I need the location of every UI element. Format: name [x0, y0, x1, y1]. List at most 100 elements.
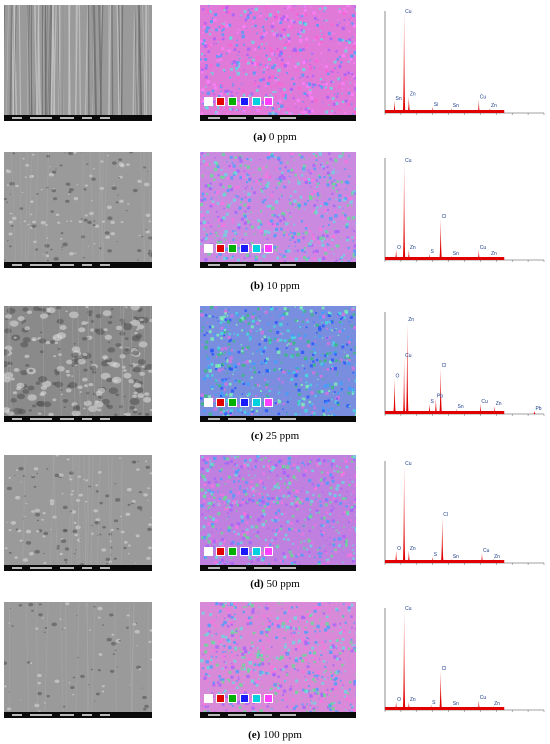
peak-label: Zn: [408, 317, 414, 323]
caption-letter: (d): [250, 578, 264, 590]
info-bar-segment: [254, 418, 272, 420]
legend-swatch: [228, 97, 237, 106]
peak-label: O: [397, 546, 401, 552]
spectrum-axes: [384, 608, 544, 711]
peak-label: Cu: [481, 399, 488, 405]
peak-label: Zn: [496, 401, 502, 407]
spectrum-peak: [394, 249, 398, 260]
info-bar-segment: [60, 418, 74, 420]
peak-label: O: [396, 373, 400, 379]
spectrum-plot: Cu Cl O Zn S Sn Cu Zn: [384, 461, 545, 565]
caption-letter: (e): [248, 729, 261, 741]
peak-label: Cu: [480, 95, 487, 101]
legend-swatch: [228, 694, 237, 703]
info-bar-segment: [12, 264, 22, 266]
info-bar-segment: [208, 418, 220, 420]
info-bar-segment: [60, 714, 74, 716]
eds-map-texture: [200, 5, 356, 121]
peak-label: O: [397, 245, 401, 251]
legend-swatch: [252, 694, 261, 703]
sem-image: [4, 306, 152, 422]
peak-label: Sn: [458, 404, 464, 410]
spectrum-peak: [402, 357, 406, 414]
sem-texture: [4, 602, 152, 718]
sem-info-bar: [4, 262, 152, 268]
info-bar-segment: [30, 714, 52, 716]
spectrum-peak: [407, 550, 411, 563]
info-bar-segment: [82, 264, 92, 266]
legend-swatch: [264, 97, 273, 106]
spectrum-peak: [392, 378, 397, 414]
spectrum-peak: [488, 255, 492, 260]
eds-map-image: [200, 5, 356, 121]
spectrum-background: [385, 257, 505, 260]
spectrum-peak: [454, 408, 459, 414]
peak-label: Sn: [453, 701, 459, 707]
peak-label: Zn: [491, 251, 497, 257]
element-color-legend: [204, 694, 273, 703]
legend-swatch: [216, 244, 225, 253]
spectrum-peak: [402, 13, 406, 113]
spectrum-peak: [439, 219, 443, 260]
peak-label: O: [397, 697, 401, 703]
spectrum-peak: [477, 249, 481, 260]
peak-label: Pb: [535, 406, 541, 412]
info-bar-segment: [254, 117, 272, 119]
caption-letter: (a): [253, 131, 267, 143]
spectrum-peak: [407, 701, 411, 710]
spectrum-background: [385, 560, 505, 563]
spectrum-peak: [480, 552, 484, 563]
spectrum-peak: [431, 556, 435, 563]
legend-swatch: [252, 97, 261, 106]
peak-label: Zn: [494, 701, 500, 707]
eds-spectrum: Cu Sn Zn Si Sn Cu Zn: [379, 5, 548, 121]
spectrum-axes: [384, 158, 544, 261]
map-info-bar: [200, 115, 356, 121]
panel-caption: (a) 0 ppm: [0, 131, 550, 143]
peak-label: Sn: [453, 251, 459, 257]
info-bar-segment: [228, 418, 246, 420]
caption-text: 0 ppm: [266, 131, 297, 143]
spectrum-peak: [407, 249, 411, 260]
legend-swatch: [216, 398, 225, 407]
sem-image: [4, 455, 152, 571]
peak-label: Cu: [483, 548, 490, 554]
peak-label: Cu: [405, 353, 412, 359]
panel-caption: (c) 25 ppm: [0, 430, 550, 442]
info-bar-segment: [100, 264, 110, 266]
peak-label: Pb: [437, 394, 443, 400]
legend-swatch: [228, 547, 237, 556]
eds-spectrum: Zn Cu Cl O Pb S Sn Cu Zn Pb: [379, 306, 548, 422]
sem-image: [4, 602, 152, 718]
peak-label: Cu: [405, 9, 412, 15]
spectrum-peak: [402, 466, 406, 563]
peak-label: Zn: [494, 554, 500, 560]
spectrum-peak: [450, 255, 454, 260]
peak-label: Cu: [480, 245, 487, 251]
peak-label: Cl: [442, 666, 447, 672]
peak-label: Cl: [442, 214, 447, 220]
spectrum-peak: [402, 611, 406, 710]
spectrum-peak: [427, 403, 432, 414]
peak-label: Cu: [405, 461, 412, 467]
peak-label: Si: [434, 102, 438, 108]
legend-swatch: [216, 547, 225, 556]
info-bar-segment: [60, 117, 74, 119]
info-bar-segment: [228, 117, 246, 119]
info-bar-segment: [82, 714, 92, 716]
element-color-legend: [204, 97, 273, 106]
peak-label: Cu: [405, 158, 412, 164]
peak-label: Zn: [410, 92, 416, 98]
peak-label: Sn: [453, 554, 459, 560]
legend-swatch: [240, 244, 249, 253]
info-bar-segment: [254, 264, 272, 266]
legend-swatch: [240, 398, 249, 407]
panel-caption: (d) 50 ppm: [0, 578, 550, 590]
spectrum-background: [385, 110, 505, 113]
element-color-legend: [204, 547, 273, 556]
peak-label: Cu: [405, 606, 412, 612]
spectrum-peak: [439, 671, 443, 710]
eds-map-image: [200, 306, 356, 422]
info-bar-segment: [12, 714, 22, 716]
caption-letter: (b): [250, 280, 264, 292]
